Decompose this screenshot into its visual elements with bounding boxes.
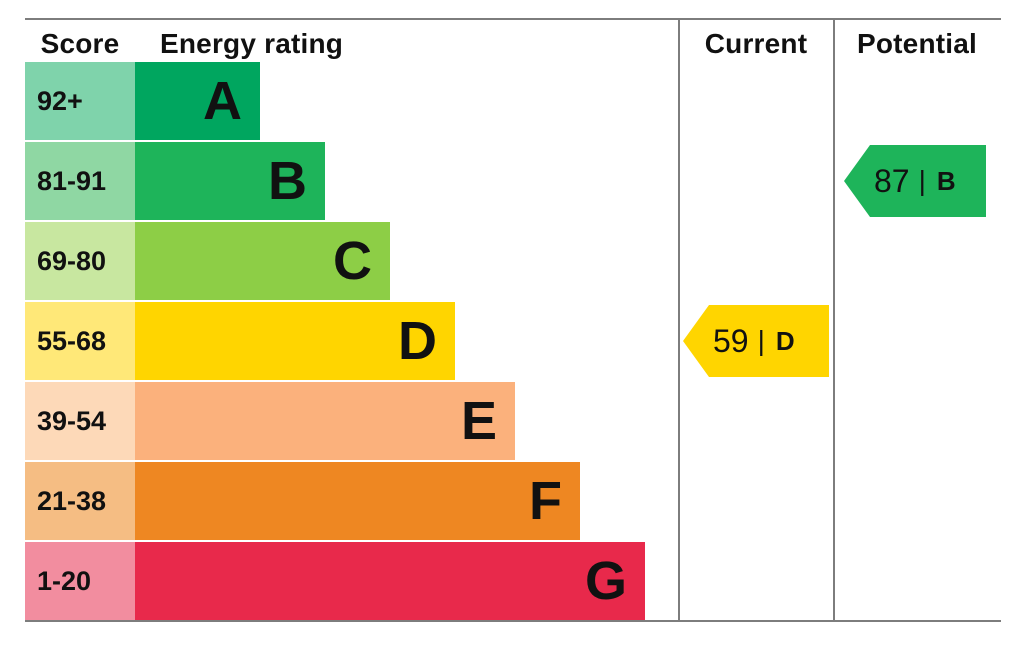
band-letter: D	[398, 311, 437, 371]
current-value: 59	[713, 322, 749, 359]
band-row-e: 39-54 E	[25, 382, 645, 460]
rating-bar-c: C	[135, 222, 390, 300]
potential-value: 87	[874, 162, 910, 199]
separator-bar: |	[918, 165, 926, 196]
potential-rating-pointer: 87 | B	[844, 145, 986, 217]
band-row-b: 81-91 B	[25, 142, 645, 220]
rating-bands: 92+ A 81-91 B 69-80 C 55-68 D 39-54 E 21…	[25, 62, 645, 620]
score-cell: 1-20	[25, 542, 135, 620]
top-border-line	[25, 18, 1001, 20]
rating-bar-d: D	[135, 302, 455, 380]
rating-bar-g: G	[135, 542, 645, 620]
bottom-border-line	[25, 620, 1001, 622]
band-letter: E	[460, 391, 497, 451]
band-letter: C	[333, 231, 372, 291]
score-header: Score	[40, 28, 120, 59]
band-letter: G	[584, 551, 627, 611]
score-cell: 21-38	[25, 462, 135, 540]
current-band-letter: D	[775, 325, 795, 356]
energy-rating-header: Energy rating	[160, 28, 344, 59]
current-rating-pointer: 59 | D	[683, 305, 829, 377]
band-row-f: 21-38 F	[25, 462, 645, 540]
band-row-d: 55-68 D	[25, 302, 645, 380]
rating-bar-b: B	[135, 142, 325, 220]
band-letter: F	[529, 471, 562, 531]
band-row-c: 69-80 C	[25, 222, 645, 300]
band-row-a: 92+ A	[25, 62, 645, 140]
separator-bar: |	[757, 325, 765, 356]
score-cell: 39-54	[25, 382, 135, 460]
potential-column-divider	[833, 18, 835, 622]
current-header: Current	[704, 28, 808, 59]
rating-bar-e: E	[135, 382, 515, 460]
band-letter: A	[203, 71, 242, 131]
potential-header: Potential	[856, 28, 978, 59]
score-cell: 92+	[25, 62, 135, 140]
band-row-g: 1-20 G	[25, 542, 645, 620]
rating-bar-f: F	[135, 462, 580, 540]
band-letter: B	[268, 151, 307, 211]
score-cell: 81-91	[25, 142, 135, 220]
current-column-divider	[678, 18, 680, 622]
score-cell: 55-68	[25, 302, 135, 380]
score-cell: 69-80	[25, 222, 135, 300]
potential-band-letter: B	[936, 165, 956, 196]
rating-bar-a: A	[135, 62, 260, 140]
